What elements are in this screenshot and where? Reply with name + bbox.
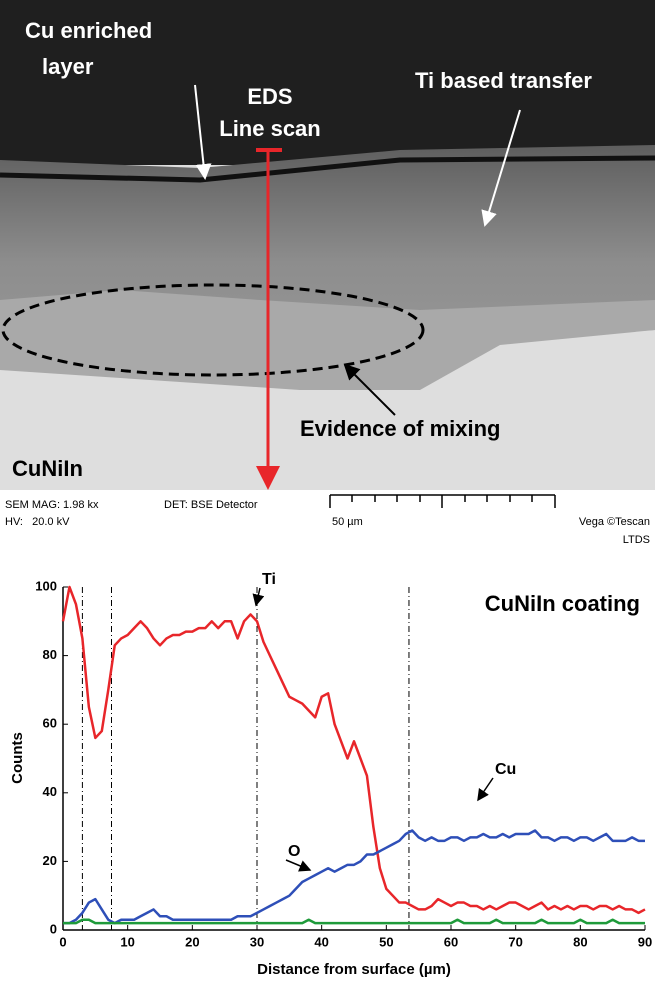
mixed-zone bbox=[0, 290, 655, 390]
x-tick-label: 80 bbox=[573, 934, 587, 949]
scale-bar bbox=[329, 494, 556, 508]
info: Vega ©Tescan bbox=[579, 516, 650, 528]
x-axis-label: Distance from surface (µm) bbox=[257, 961, 451, 978]
y-tick-label: 0 bbox=[50, 921, 57, 936]
series-label: O bbox=[288, 843, 300, 860]
label: Evidence of mixing bbox=[300, 416, 501, 441]
label: EDS bbox=[247, 84, 292, 109]
x-tick-label: 50 bbox=[379, 934, 393, 949]
series-line bbox=[63, 918, 645, 925]
background bbox=[0, 0, 655, 165]
arrow bbox=[481, 109, 521, 227]
x-tick-label: 60 bbox=[444, 934, 458, 949]
info: HV: 20.0 kV bbox=[5, 516, 70, 528]
x-tick-label: 40 bbox=[314, 934, 328, 949]
y-axis-label: Counts bbox=[9, 732, 26, 784]
x-tick-label: 90 bbox=[638, 934, 652, 949]
x-tick-label: 70 bbox=[508, 934, 522, 949]
y-tick-label: 100 bbox=[35, 578, 57, 593]
chart-title: CuNiIn coating bbox=[485, 591, 640, 616]
y-tick-label: 20 bbox=[43, 853, 57, 868]
arrow bbox=[194, 84, 212, 180]
x-tick-label: 0 bbox=[59, 934, 66, 949]
x-tick-label: 10 bbox=[120, 934, 134, 949]
info: DET: BSE Detector bbox=[164, 499, 258, 511]
series-line bbox=[63, 829, 645, 925]
info: LTDS bbox=[623, 534, 650, 546]
series-label: Ti bbox=[262, 571, 276, 588]
series-label: Cu bbox=[495, 761, 516, 778]
arrow bbox=[343, 363, 396, 416]
label: CuNiIn bbox=[12, 456, 83, 481]
x-tick-label: 20 bbox=[185, 934, 199, 949]
series-line bbox=[61, 585, 646, 915]
cu-layer bbox=[0, 155, 655, 183]
y-tick-label: 60 bbox=[43, 716, 57, 731]
y-tick-label: 40 bbox=[43, 784, 57, 799]
mixing-ellipse bbox=[1, 283, 425, 377]
label: layer bbox=[42, 54, 94, 79]
label-arrow bbox=[252, 587, 265, 607]
label: Line scan bbox=[219, 116, 320, 141]
x-tick-label: 30 bbox=[250, 934, 264, 949]
label: Ti based transfer bbox=[415, 68, 592, 93]
label-arrow bbox=[285, 859, 312, 872]
info: SEM MAG: 1.98 kx bbox=[5, 499, 99, 511]
label: Cu enriched bbox=[25, 18, 152, 43]
label-arrow bbox=[477, 777, 494, 802]
y-tick-label: 80 bbox=[43, 647, 57, 662]
info: 50 µm bbox=[332, 516, 363, 528]
